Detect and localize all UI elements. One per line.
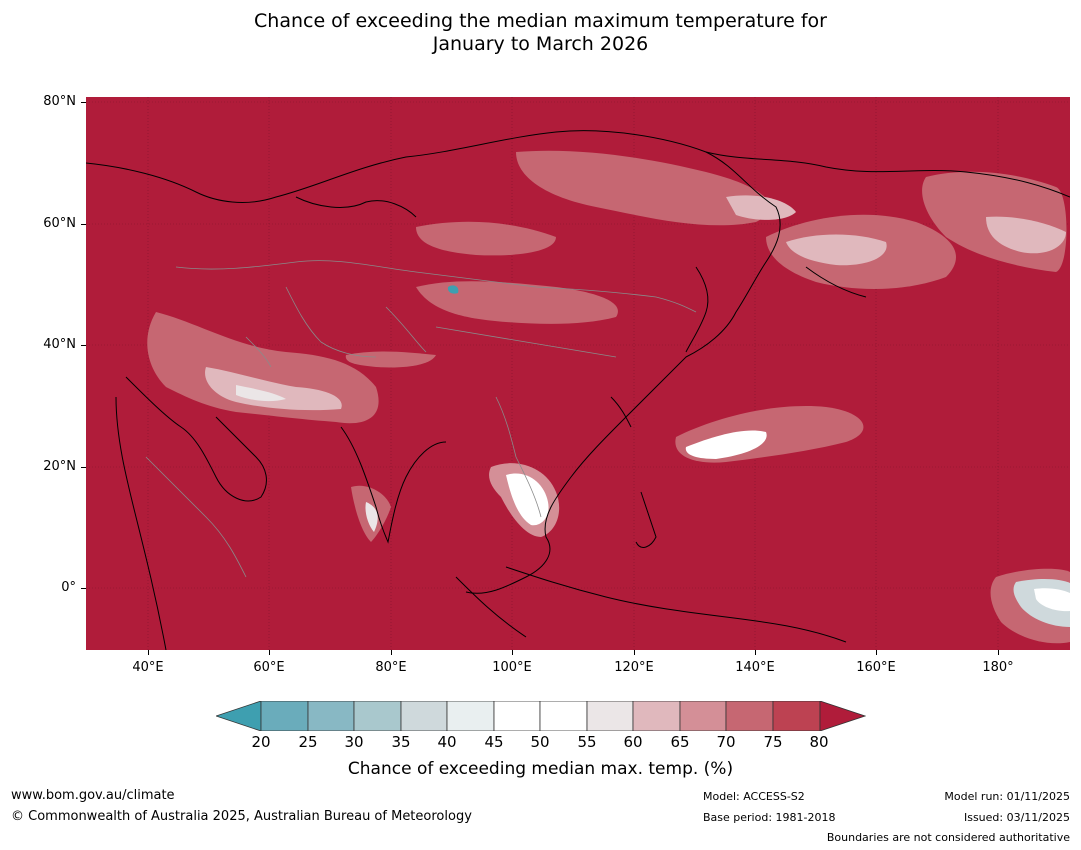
colorbar-bin-45-50: [493, 701, 541, 731]
colorbar-title: Chance of exceeding median max. temp. (%…: [347, 759, 734, 779]
colorbar-tick-25: 25: [298, 733, 318, 751]
colorbar-tick-70: 70: [716, 733, 736, 751]
lon-label-100e: 100°E: [492, 660, 532, 675]
region-mongolia-blue: [447, 285, 459, 294]
title-line-1: Chance of exceeding the median maximum t…: [254, 10, 827, 32]
colorbar-tick-20: 20: [251, 733, 271, 751]
region-mongolia: [416, 281, 618, 324]
lon-tick: [512, 650, 513, 655]
colorbar-bin-50-55: [539, 701, 588, 731]
region-far-ne-pale: [986, 216, 1066, 254]
lon-label-40e: 40°E: [132, 660, 164, 675]
lon-tick: [634, 650, 635, 655]
lat-tick: [81, 588, 86, 589]
colorbar-bin-20-25: [260, 701, 309, 731]
colorbar-bin-75-80: [772, 701, 821, 731]
lat-label-40: 40°N: [43, 337, 76, 352]
map-title: Chance of exceeding the median maximum t…: [0, 10, 1081, 56]
region-equatorial-core: [1034, 588, 1070, 612]
colorbar-high-arrow: [819, 701, 866, 731]
base-period: Base period: 1981-2018: [703, 811, 836, 824]
lon-tick: [876, 650, 877, 655]
colorbar-tick-35: 35: [391, 733, 411, 751]
boundaries-disclaimer: Boundaries are not considered authoritat…: [826, 831, 1070, 844]
colorbar-bin-25-30: [307, 701, 355, 731]
country-boundaries: [145, 260, 697, 578]
lon-tick: [269, 650, 270, 655]
website-link[interactable]: www.bom.gov.au/climate: [11, 788, 175, 803]
colorbar-tick-45: 45: [484, 733, 504, 751]
region-siberia-north: [516, 150, 770, 226]
lon-tick: [391, 650, 392, 655]
colorbar: [216, 701, 866, 731]
colorbar-tick-30: 30: [344, 733, 364, 751]
colorbar-tick-75: 75: [763, 733, 783, 751]
title-line-2: January to March 2026: [432, 33, 649, 55]
region-india-inner: [365, 502, 378, 532]
lon-tick: [755, 650, 756, 655]
colorbar-tick-65: 65: [670, 733, 690, 751]
region-indochina-inner: [506, 473, 549, 526]
probability-regions: [147, 150, 1070, 644]
lat-label-80: 80°N: [43, 94, 76, 109]
lon-label-120e: 120°E: [614, 660, 654, 675]
region-tibet: [345, 351, 436, 368]
lat-label-20: 20°N: [43, 459, 76, 474]
lat-label-0: 0°: [61, 580, 76, 595]
lat-tick: [81, 224, 86, 225]
lon-label-140e: 140°E: [735, 660, 775, 675]
colorbar-tick-60: 60: [623, 733, 643, 751]
colorbar-tick-55: 55: [577, 733, 597, 751]
lon-label-60e: 60°E: [253, 660, 285, 675]
lat-tick: [81, 102, 86, 103]
colorbar-bin-35-40: [400, 701, 448, 731]
lon-tick: [148, 650, 149, 655]
lon-label-160e: 160°E: [856, 660, 896, 675]
region-siberia-mid: [416, 221, 556, 256]
probability-map: [86, 97, 1070, 650]
colorbar-bin-65-70: [679, 701, 727, 731]
lat-tick: [81, 467, 86, 468]
region-iran-inner: [205, 367, 342, 411]
lat-tick: [81, 345, 86, 346]
lat-label-60: 60°N: [43, 216, 76, 231]
colorbar-bin-70-75: [725, 701, 774, 731]
lon-tick: [998, 650, 999, 655]
region-nw-pacific-inner: [685, 430, 767, 459]
region-iran-core: [236, 385, 286, 402]
colorbar-low-arrow: [216, 701, 262, 731]
colorbar-bin-55-60: [586, 701, 634, 731]
lon-label-180: 180°: [982, 660, 1014, 675]
colorbar-bin-40-45: [446, 701, 495, 731]
model-name: Model: ACCESS-S2: [703, 790, 805, 803]
lon-label-80e: 80°E: [375, 660, 407, 675]
model-run-date: Model run: 01/11/2025: [944, 790, 1070, 803]
region-ne-asia-inner: [786, 234, 887, 266]
colorbar-bin-30-35: [353, 701, 402, 731]
issued-date: Issued: 03/11/2025: [963, 811, 1070, 824]
colorbar-tick-50: 50: [530, 733, 550, 751]
colorbar-tick-80: 80: [809, 733, 829, 751]
colorbar-tick-40: 40: [437, 733, 457, 751]
coastlines: [86, 130, 1070, 650]
colorbar-bin-60-65: [632, 701, 681, 731]
copyright-notice: © Commonwealth of Australia 2025, Austra…: [11, 809, 472, 824]
